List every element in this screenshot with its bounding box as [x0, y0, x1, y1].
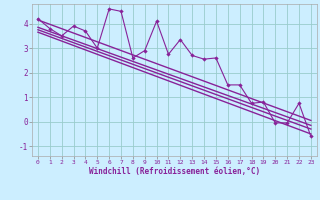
- X-axis label: Windchill (Refroidissement éolien,°C): Windchill (Refroidissement éolien,°C): [89, 167, 260, 176]
